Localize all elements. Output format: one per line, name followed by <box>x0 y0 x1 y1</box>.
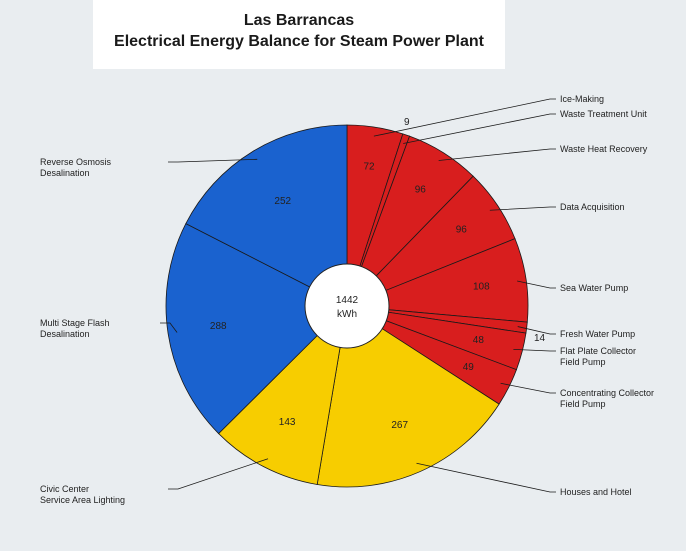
slice-multi-stage-flash-desalination <box>165 223 348 435</box>
label-fresh-water-pump: Fresh Water Pump <box>560 329 635 339</box>
chart-subtitle: Electrical Energy Balance for Steam Powe… <box>114 33 484 50</box>
slice-value-sea-water-pump: 108 <box>473 281 490 292</box>
leader-waste-treatment-unit <box>403 113 556 144</box>
leader-civic-center-service-area-lighting <box>168 458 269 490</box>
slice-value-concentrating-collector-field-pump: 49 <box>463 362 475 373</box>
slice-value-reverse-osmosis-desalination: 252 <box>274 196 291 207</box>
slice-value-houses-and-hotel: 267 <box>391 420 408 431</box>
center-hole <box>304 263 390 349</box>
leader-reverse-osmosis-desalination <box>168 158 258 163</box>
title-card: Las Barrancas Electrical Energy Balance … <box>93 0 505 69</box>
slice-value-waste-treatment-unit: 9 <box>404 117 410 128</box>
chart-title: Las Barrancas <box>243 12 355 29</box>
label-houses-and-hotel: Houses and Hotel <box>560 487 632 497</box>
label-waste-treatment-unit: Waste Treatment Unit <box>560 109 647 119</box>
leader-lines <box>160 98 556 493</box>
center-unit: kWh <box>337 309 357 320</box>
label-flat-plate-collector-field-pump: Flat Plate Collector Field Pump <box>560 346 636 367</box>
pie-slices <box>165 124 529 488</box>
slice-value-data-acquisition: 96 <box>456 224 468 235</box>
leader-concentrating-collector-field-pump <box>500 382 556 394</box>
label-ice-making: Ice-Making <box>560 94 604 104</box>
slice-houses-and-hotel <box>316 305 500 488</box>
slice-civic-center-service-area-lighting <box>218 304 348 485</box>
slice-reverse-osmosis-desalination <box>185 124 348 307</box>
leader-waste-heat-recovery <box>438 148 556 161</box>
leader-houses-and-hotel <box>416 462 556 493</box>
leader-sea-water-pump <box>517 280 556 289</box>
label-data-acquisition: Data Acquisition <box>560 202 625 212</box>
label-reverse-osmosis-desalination: Reverse Osmosis Desalination <box>40 157 112 178</box>
label-sea-water-pump: Sea Water Pump <box>560 283 628 293</box>
label-civic-center-service-area-lighting: Civic Center Service Area Lighting <box>40 484 125 505</box>
leader-multi-stage-flash-desalination <box>160 322 178 333</box>
label-concentrating-collector-field-pump: Concentrating Collector Field Pump <box>560 388 654 409</box>
label-waste-heat-recovery: Waste Heat Recovery <box>560 144 648 154</box>
slice-value-ice-making: 72 <box>363 162 375 173</box>
center-total: 1442 <box>336 295 359 306</box>
slice-labels: 72 Ice-Making Waste Treatment Unit 9 96 Waste… <box>40 94 654 505</box>
leader-fresh-water-pump <box>517 326 556 335</box>
slice-value-civic-center-service-area-lighting: 143 <box>279 417 296 428</box>
leader-data-acquisition <box>489 206 556 211</box>
leader-flat-plate-collector-field-pump <box>513 348 556 352</box>
slice-value-waste-heat-recovery: 96 <box>415 185 427 196</box>
slice-value-flat-plate-collector-field-pump: 48 <box>473 335 485 346</box>
label-multi-stage-flash-desalination: Multi Stage Flash Desalination <box>40 318 110 339</box>
slice-value-multi-stage-flash-desalination: 288 <box>210 321 227 332</box>
leader-ice-making <box>373 98 556 137</box>
slice-value-fresh-water-pump: 14 <box>534 333 546 344</box>
